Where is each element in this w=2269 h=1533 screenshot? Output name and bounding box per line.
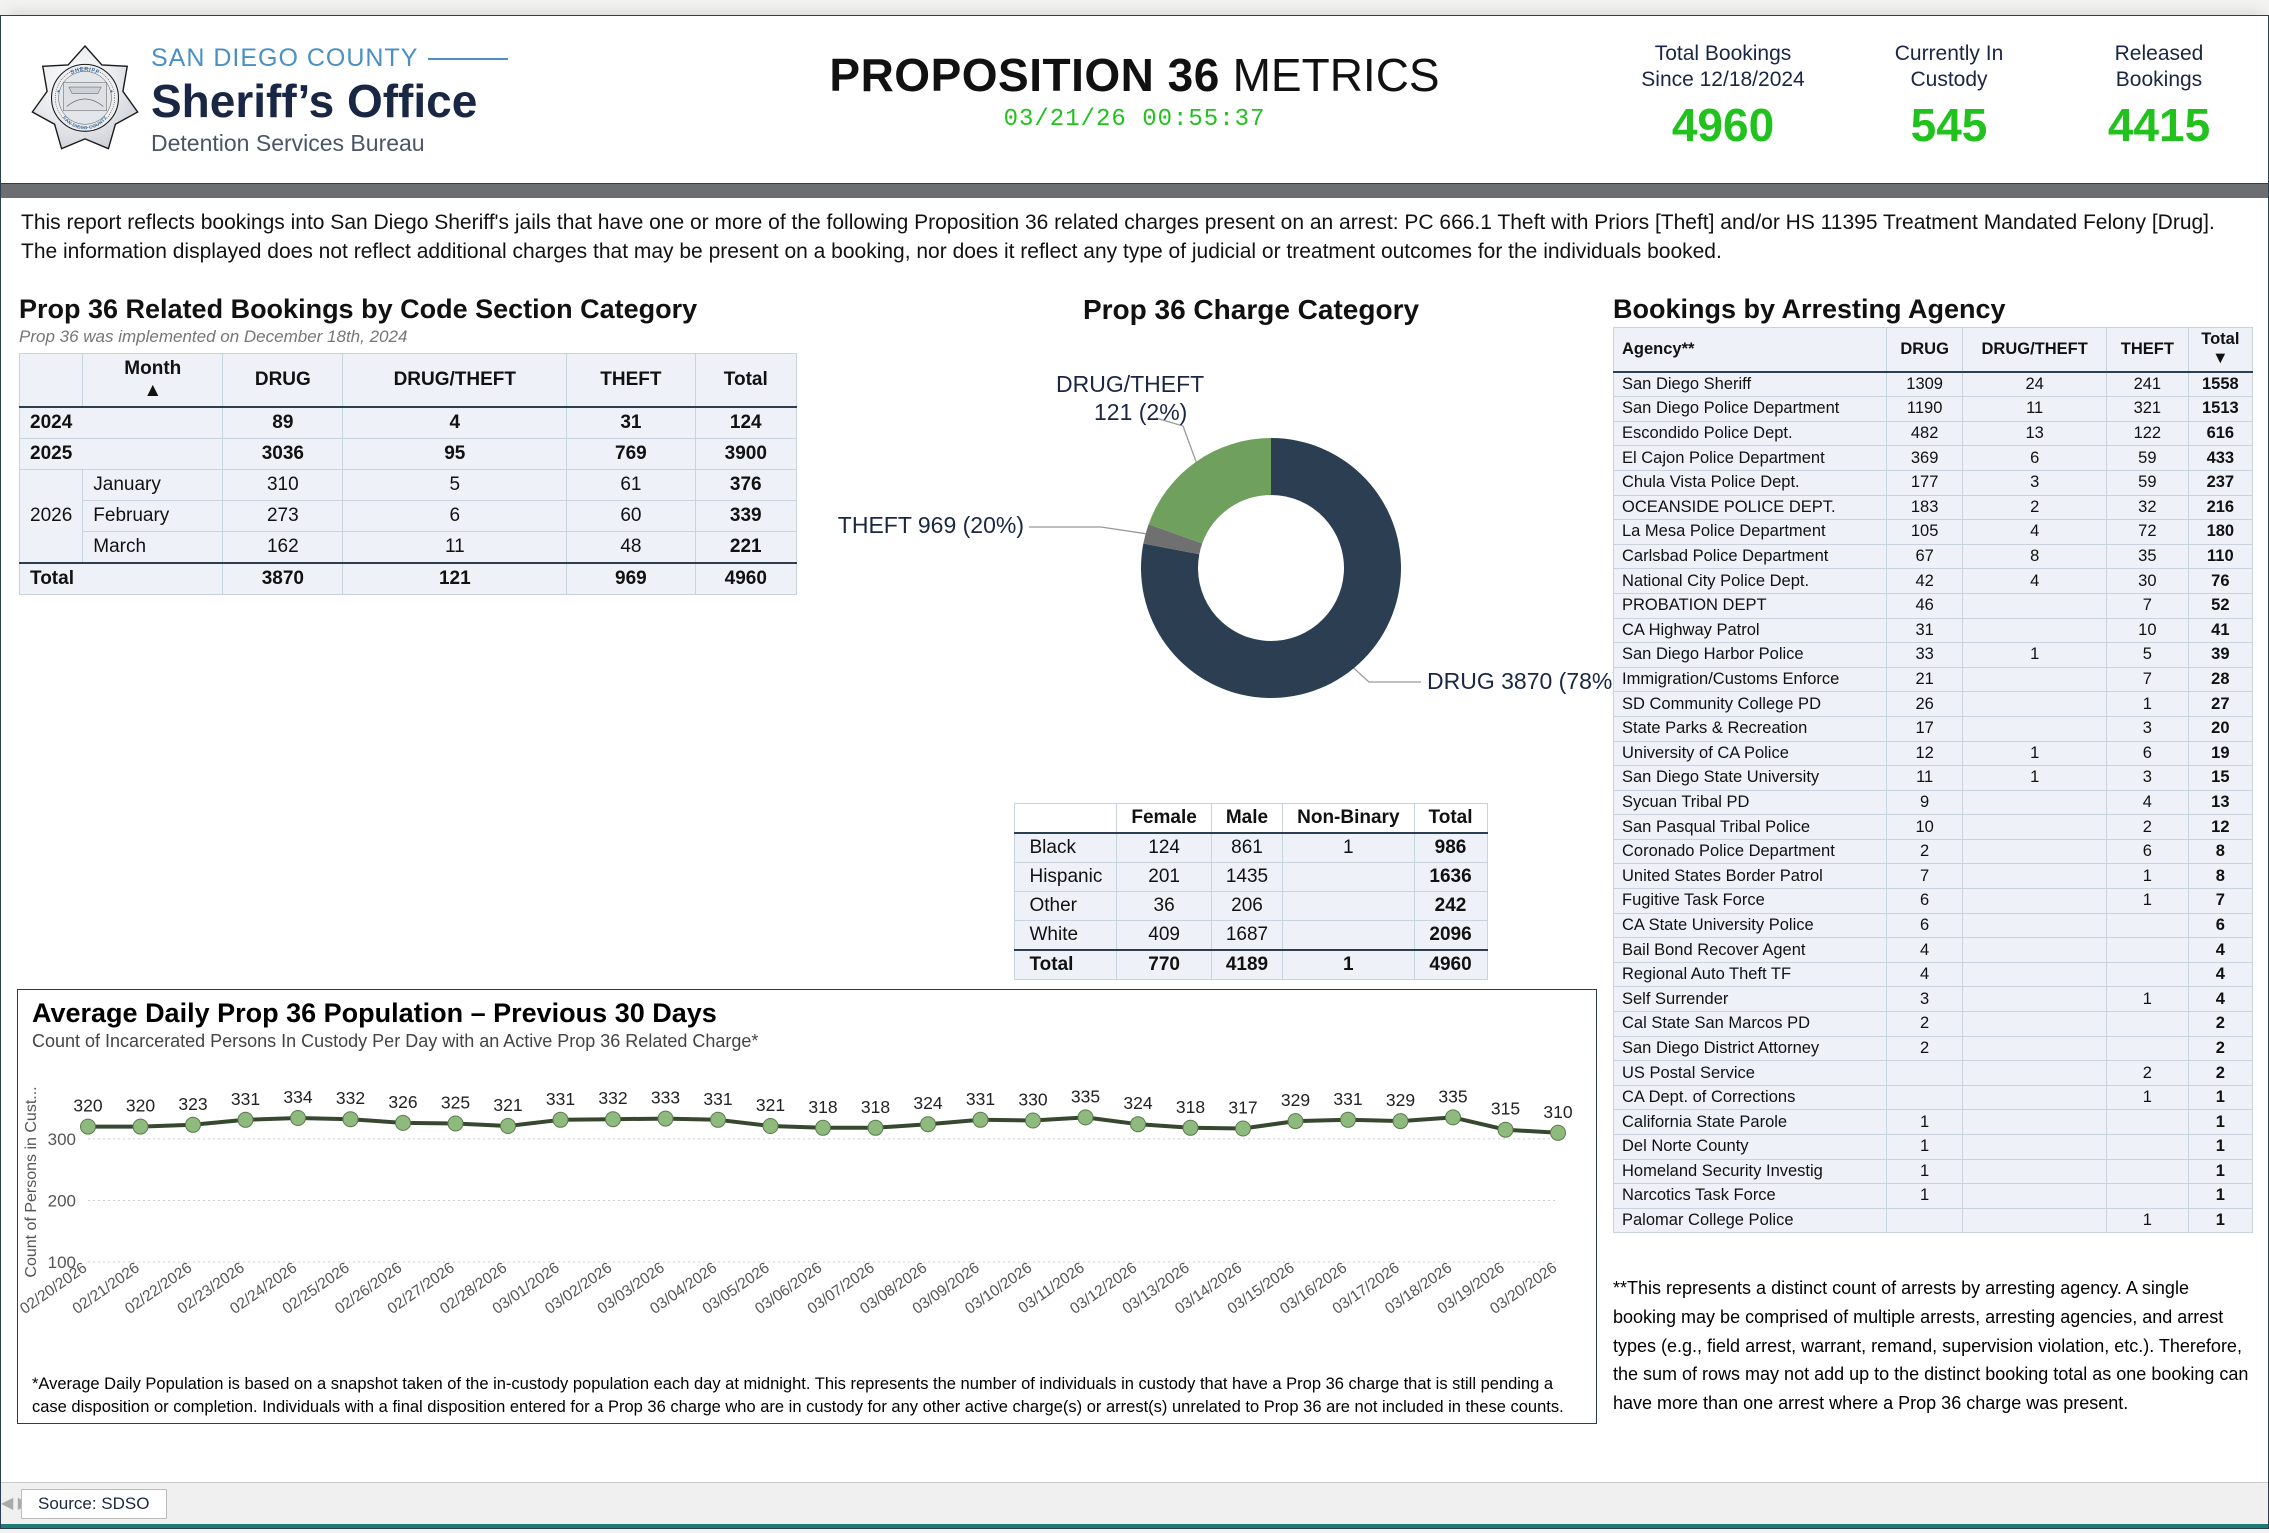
- svg-text:300: 300: [48, 1130, 76, 1149]
- svg-text:329: 329: [1386, 1090, 1415, 1110]
- svg-text:331: 331: [1333, 1089, 1362, 1109]
- svg-text:318: 318: [1176, 1097, 1205, 1117]
- svg-text:318: 318: [808, 1097, 837, 1117]
- svg-text:335: 335: [1438, 1086, 1467, 1106]
- svg-text:200: 200: [48, 1191, 76, 1210]
- svg-text:320: 320: [126, 1096, 155, 1116]
- svg-text:DRUG/THEFT: DRUG/THEFT: [1056, 371, 1204, 397]
- svg-text:333: 333: [651, 1088, 680, 1108]
- svg-text:329: 329: [1281, 1090, 1310, 1110]
- svg-text:321: 321: [493, 1095, 522, 1115]
- svg-text:325: 325: [441, 1093, 470, 1113]
- svg-text:320: 320: [73, 1096, 102, 1116]
- svg-text:332: 332: [598, 1088, 627, 1108]
- svg-text:321: 321: [756, 1095, 785, 1115]
- svg-text:335: 335: [1071, 1086, 1100, 1106]
- svg-text:334: 334: [283, 1087, 312, 1107]
- svg-text:315: 315: [1491, 1099, 1520, 1119]
- svg-text:331: 331: [703, 1089, 732, 1109]
- svg-text:310: 310: [1543, 1102, 1572, 1122]
- svg-text:331: 331: [546, 1089, 575, 1109]
- svg-text:326: 326: [388, 1092, 417, 1112]
- svg-text:331: 331: [231, 1089, 260, 1109]
- svg-text:324: 324: [913, 1093, 942, 1113]
- svg-text:317: 317: [1228, 1098, 1257, 1118]
- svg-text:323: 323: [178, 1094, 207, 1114]
- svg-text:121 (2%): 121 (2%): [1094, 399, 1187, 425]
- svg-text:THEFT 969 (20%): THEFT 969 (20%): [838, 512, 1024, 538]
- svg-text:330: 330: [1018, 1090, 1047, 1110]
- svg-text:331: 331: [966, 1089, 995, 1109]
- svg-text:324: 324: [1123, 1093, 1152, 1113]
- svg-text:DRUG 3870 (78%): DRUG 3870 (78%): [1427, 668, 1620, 694]
- svg-text:332: 332: [336, 1088, 365, 1108]
- svg-text:318: 318: [861, 1097, 890, 1117]
- svg-text:Count of Persons in Cust...: Count of Persons in Cust...: [23, 1086, 40, 1277]
